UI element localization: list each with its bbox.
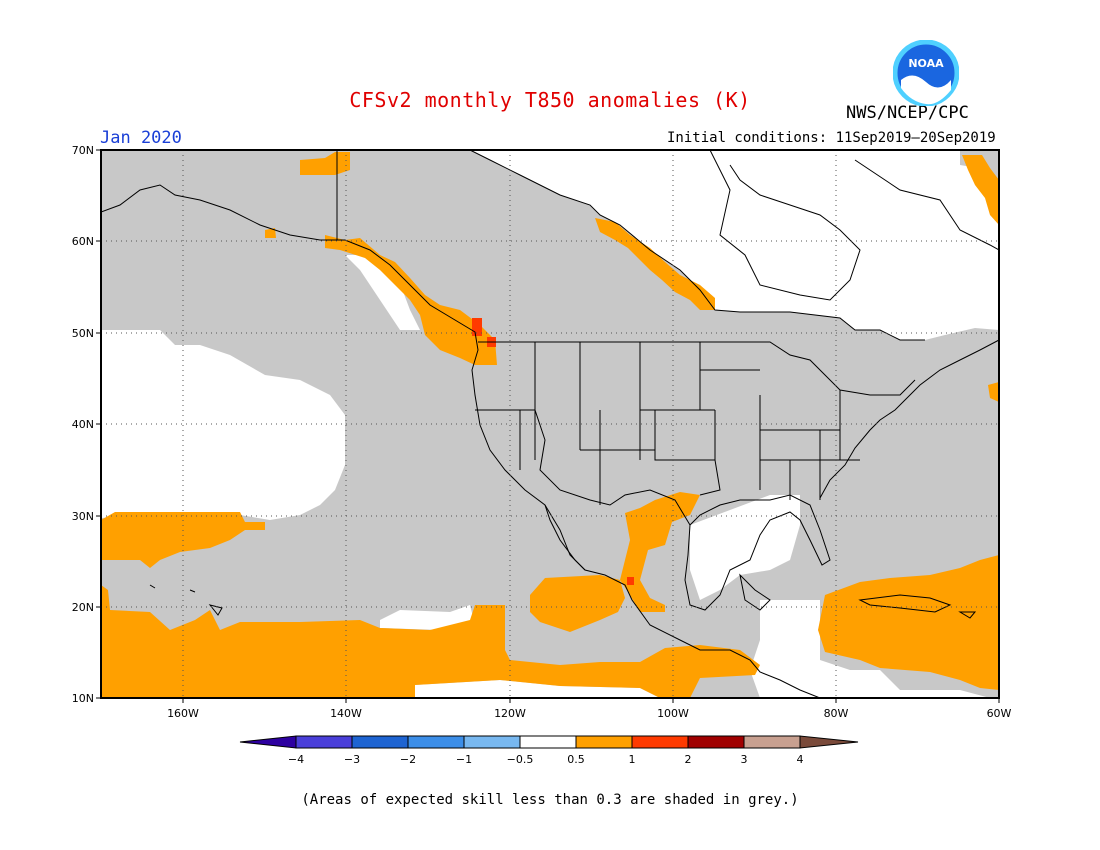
colorbar-label: −4	[288, 753, 304, 766]
colorbar-segment--2--1	[407, 735, 465, 749]
orange-region-caribbean	[818, 555, 999, 690]
orange-region-mexico-2	[620, 492, 700, 612]
lat-label-70n: 70N	[72, 144, 94, 157]
colorbar-label: 4	[797, 753, 804, 766]
colorbar-label: −3	[344, 753, 360, 766]
colorbar-label: 0.5	[567, 753, 585, 766]
white-region-tropics-3	[380, 605, 475, 630]
lat-label-30n: 30N	[72, 510, 94, 523]
orange-region-hudson	[595, 218, 715, 310]
colorbar-segment-0.5-1	[575, 735, 633, 749]
colorbar-segment-2-3	[687, 735, 745, 749]
colorbar-label: −1	[456, 753, 472, 766]
colorbar-segment--0.5-0.5	[519, 735, 577, 749]
colorbar-segment-1-2	[631, 735, 689, 749]
colorbar-segment-below--4	[239, 735, 297, 749]
colorbar-segment--1--0.5	[463, 735, 521, 749]
white-region-canada	[470, 150, 999, 340]
white-region-tropics-2	[415, 680, 660, 698]
lon-label-100w: 100W	[657, 707, 689, 720]
lon-label-140w: 140W	[330, 707, 362, 720]
coastlines	[101, 150, 999, 698]
lat-label-60n: 60N	[72, 235, 94, 248]
lon-label-160w: 160W	[167, 707, 199, 720]
lat-label-20n: 20N	[72, 601, 94, 614]
political-borders	[336, 150, 916, 526]
red-anomaly-bc	[472, 318, 482, 336]
lat-label-10n: 10N	[72, 692, 94, 705]
colorbar-label: −2	[400, 753, 416, 766]
lon-label-60w: 60W	[987, 707, 1012, 720]
colorbar-label: 1	[629, 753, 636, 766]
skill-footnote: (Areas of expected skill less than 0.3 a…	[301, 792, 799, 808]
orange-region-alaska-w	[265, 228, 276, 238]
lat-label-40n: 40N	[72, 418, 94, 431]
colorbar-segment-above-4	[799, 735, 859, 749]
orange-region-bc-coast	[325, 235, 497, 365]
colorbar-label: 2	[685, 753, 692, 766]
orange-region-tropical-pacific	[101, 585, 760, 698]
white-region-gulf	[690, 495, 800, 600]
orange-region-ne	[962, 155, 999, 225]
red-anomaly-mexico	[627, 577, 634, 585]
colorbar	[239, 735, 859, 749]
initial-conditions: Initial conditions: 11Sep2019—20Sep2019	[667, 130, 996, 146]
orange-region-nova-scotia	[988, 382, 999, 402]
axis-ticks	[96, 149, 1000, 703]
lon-label-80w: 80W	[824, 707, 849, 720]
colorbar-segment-3-4	[743, 735, 801, 749]
colorbar-segment--3--2	[351, 735, 409, 749]
valid-month: Jan 2020	[100, 128, 182, 148]
white-region-westcoast	[345, 255, 420, 330]
organization-label: NWS/NCEP/CPC	[846, 103, 969, 123]
colorbar-segment--4--3	[295, 735, 353, 749]
svg-text:NOAA: NOAA	[908, 57, 944, 70]
colorbar-label: −0.5	[507, 753, 534, 766]
white-region-tropics	[750, 600, 990, 698]
lat-label-50n: 50N	[72, 327, 94, 340]
colorbar-label: 3	[741, 753, 748, 766]
lon-label-120w: 120W	[494, 707, 526, 720]
orange-region-mexico	[530, 575, 625, 632]
chart-title: CFSv2 monthly T850 anomalies (K)	[349, 88, 751, 112]
noaa-logo: NOAA	[893, 40, 959, 106]
white-region-pacific	[101, 330, 345, 520]
